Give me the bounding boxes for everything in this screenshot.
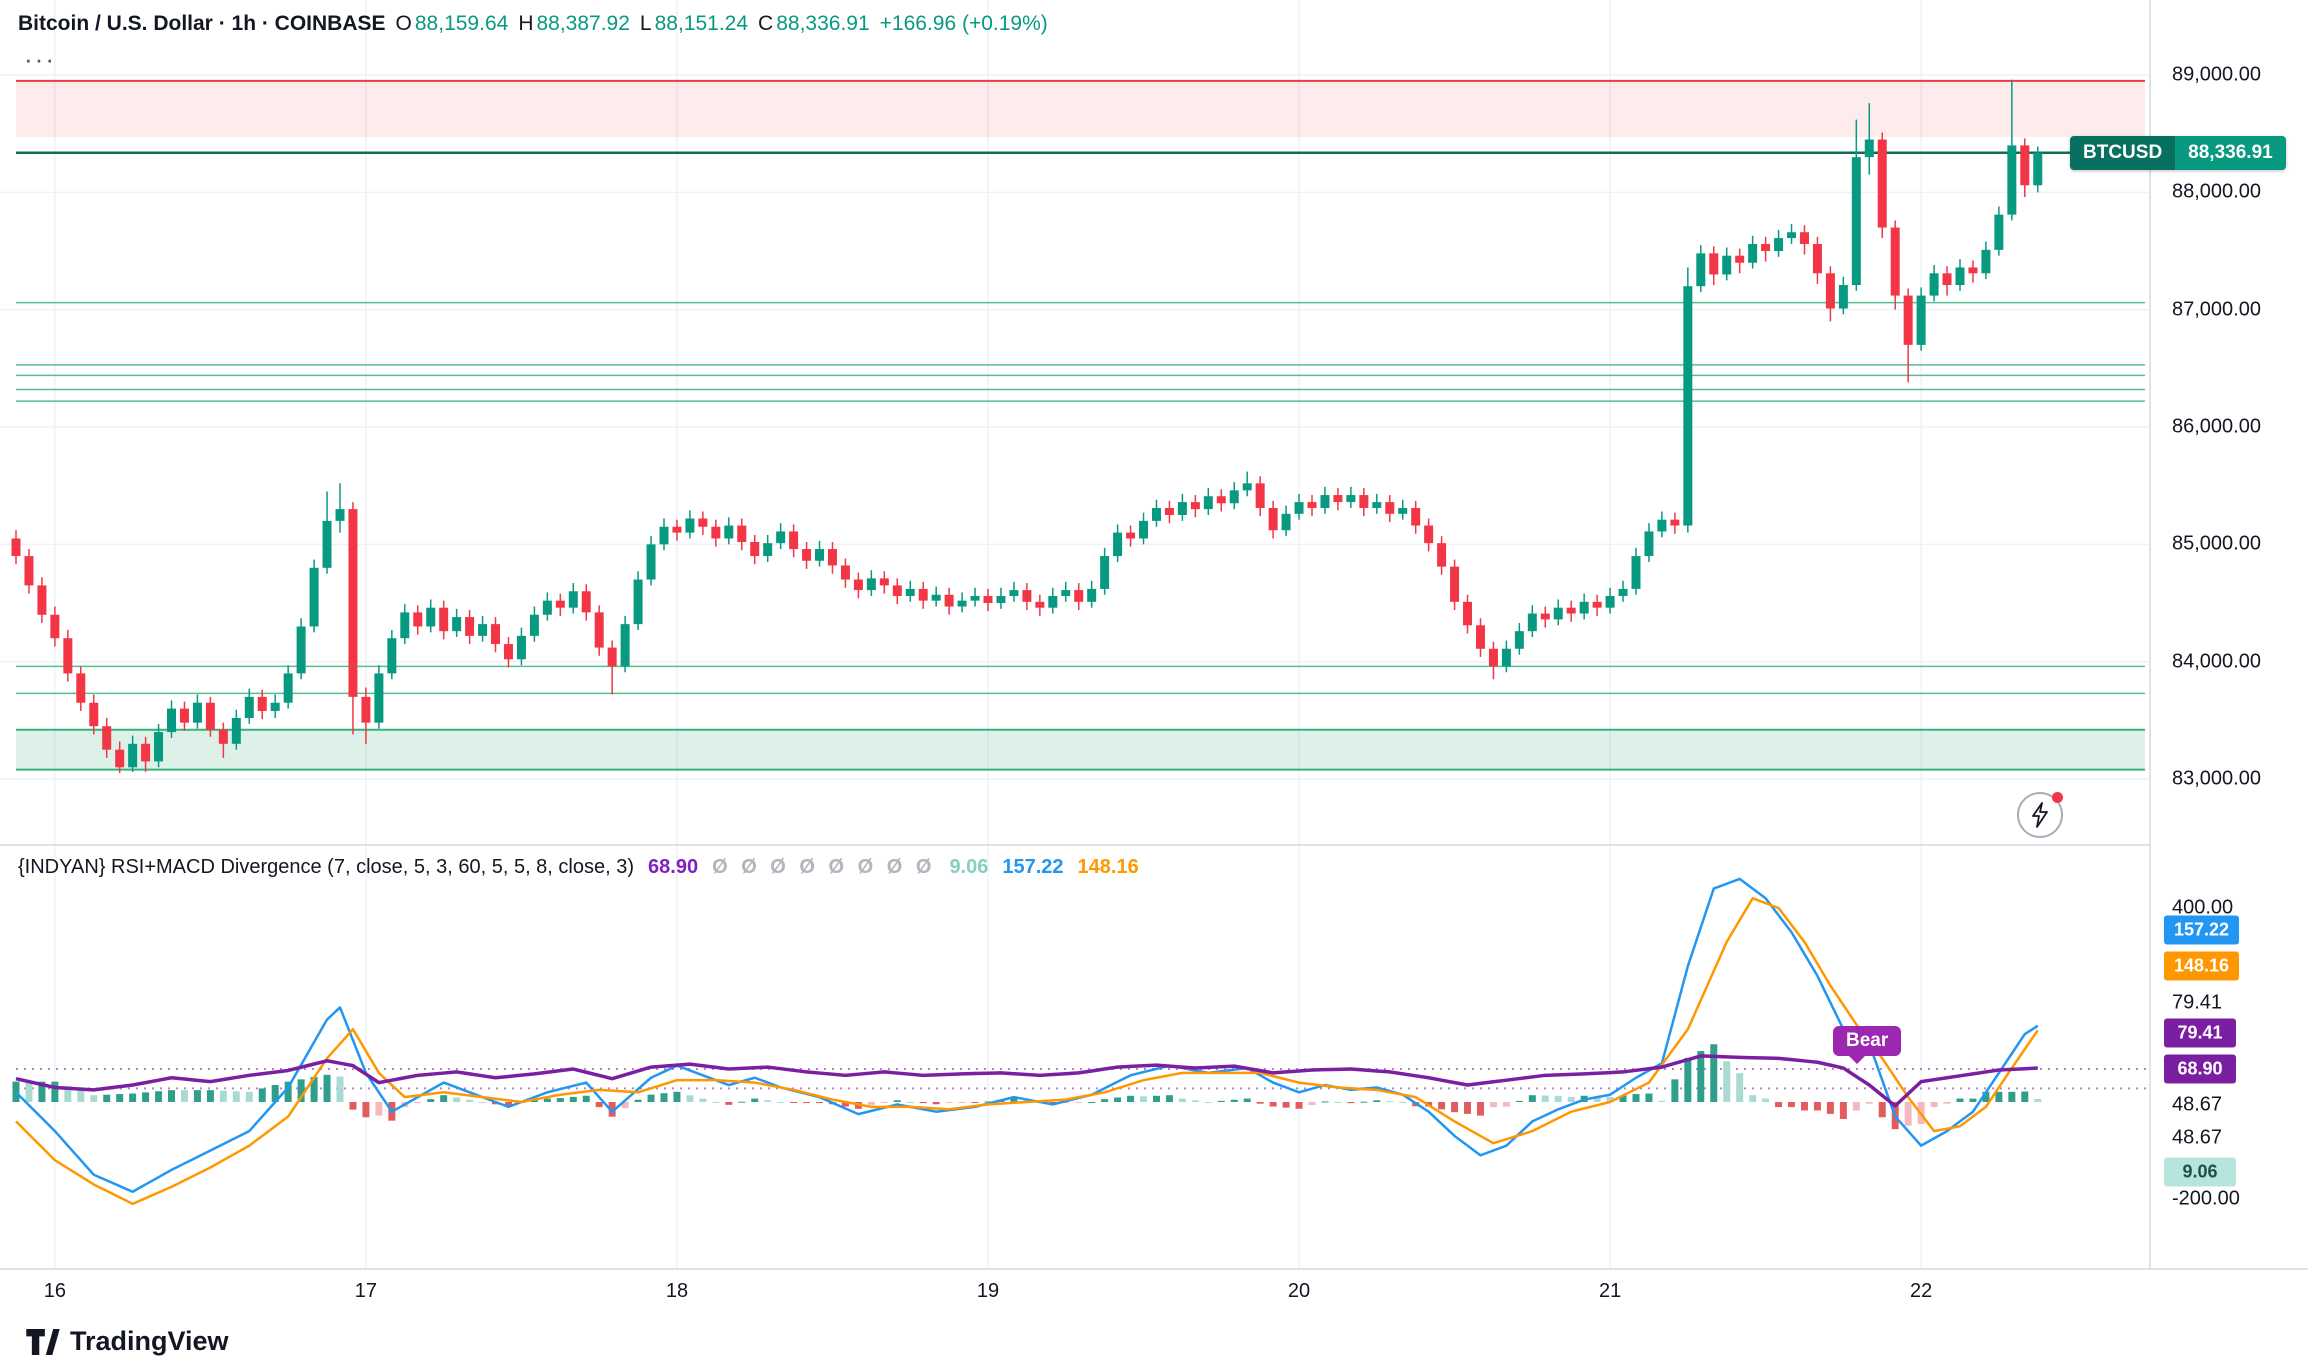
price-axis-label: 86,000.00 (2172, 415, 2261, 438)
time-axis-label: 19 (976, 1280, 1000, 1302)
close-value: C 88,336.91 (758, 12, 870, 35)
indicator-rsi-value: 68.90 (648, 856, 699, 878)
open-value: O 88,159.64 (395, 12, 509, 35)
legend-more-button[interactable]: ··· (24, 44, 56, 74)
time-axis-label: 21 (1598, 1280, 1622, 1302)
symbol-title[interactable]: Bitcoin / U.S. Dollar · 1h · COINBASE (18, 12, 386, 35)
price-axis-label: 85,000.00 (2172, 532, 2261, 555)
time-axis-label: 16 (43, 1280, 66, 1302)
quick-trade-icon[interactable] (2017, 792, 2063, 838)
low-value: L 88,151.24 (639, 12, 749, 35)
time-axis-label: 18 (665, 1280, 689, 1302)
indicator-value-badge[interactable]: 9.06 (2164, 1157, 2236, 1187)
tradingview-logo-text: TradingView (70, 1326, 229, 1356)
price-flag-symbol: BTCUSD (2070, 135, 2176, 170)
tradingview-logo[interactable]: TradingView (26, 1326, 229, 1357)
indicator-header[interactable]: {INDYAN} RSI+MACD Divergence (7, close, … (18, 856, 1139, 879)
price-axis-label: 89,000.00 (2172, 63, 2261, 86)
time-axis-label: 20 (1287, 1280, 1311, 1302)
price-axis-label: 84,000.00 (2172, 650, 2261, 673)
notification-dot (2052, 792, 2063, 803)
indicator-value-badge[interactable]: 148.16 (2164, 951, 2240, 981)
indicator-signal-value: 148.16 (1077, 856, 1139, 878)
indicator-title[interactable]: {INDYAN} RSI+MACD Divergence (7, close, … (18, 856, 635, 878)
change-value: +166.96 (+0.19%) (879, 12, 1048, 35)
indicator-hist-value: 9.06 (949, 856, 989, 878)
time-axis-label: 17 (354, 1280, 378, 1302)
indicator-axis-label: -200.00 (2172, 1187, 2240, 1210)
last-price-flag[interactable]: BTCUSD 88,336.91 (2070, 135, 2286, 170)
indicator-macd-value: 157.22 (1002, 856, 1064, 878)
indicator-placeholder-values: Ø Ø Ø Ø Ø Ø Ø Ø (712, 856, 936, 878)
lightning-bolt-icon (2032, 802, 2048, 828)
indicator-axis-label: 48.67 (2172, 1093, 2223, 1116)
bear-divergence-label[interactable]: Bear (1833, 1026, 1902, 1064)
price-flag-value: 88,336.91 (2175, 135, 2286, 170)
indicator-value-badge[interactable]: 79.41 (2164, 1018, 2236, 1048)
price-axis-label: 83,000.00 (2172, 767, 2261, 790)
tradingview-logo-icon (26, 1328, 60, 1355)
high-value: H 88,387.92 (518, 12, 630, 35)
symbol-header[interactable]: Bitcoin / U.S. Dollar · 1h · COINBASE O … (18, 12, 1048, 36)
indicator-value-badge[interactable]: 157.22 (2164, 915, 2240, 945)
price-axis-label: 87,000.00 (2172, 298, 2261, 321)
price-axis-label: 88,000.00 (2172, 180, 2261, 203)
indicator-axis-label: 400.00 (2172, 896, 2234, 919)
time-axis-label: 22 (1909, 1280, 1933, 1302)
indicator-axis-label: 48.67 (2172, 1126, 2223, 1149)
indicator-axis-label: 79.41 (2172, 991, 2223, 1014)
indicator-value-badge[interactable]: 68.90 (2164, 1054, 2236, 1084)
